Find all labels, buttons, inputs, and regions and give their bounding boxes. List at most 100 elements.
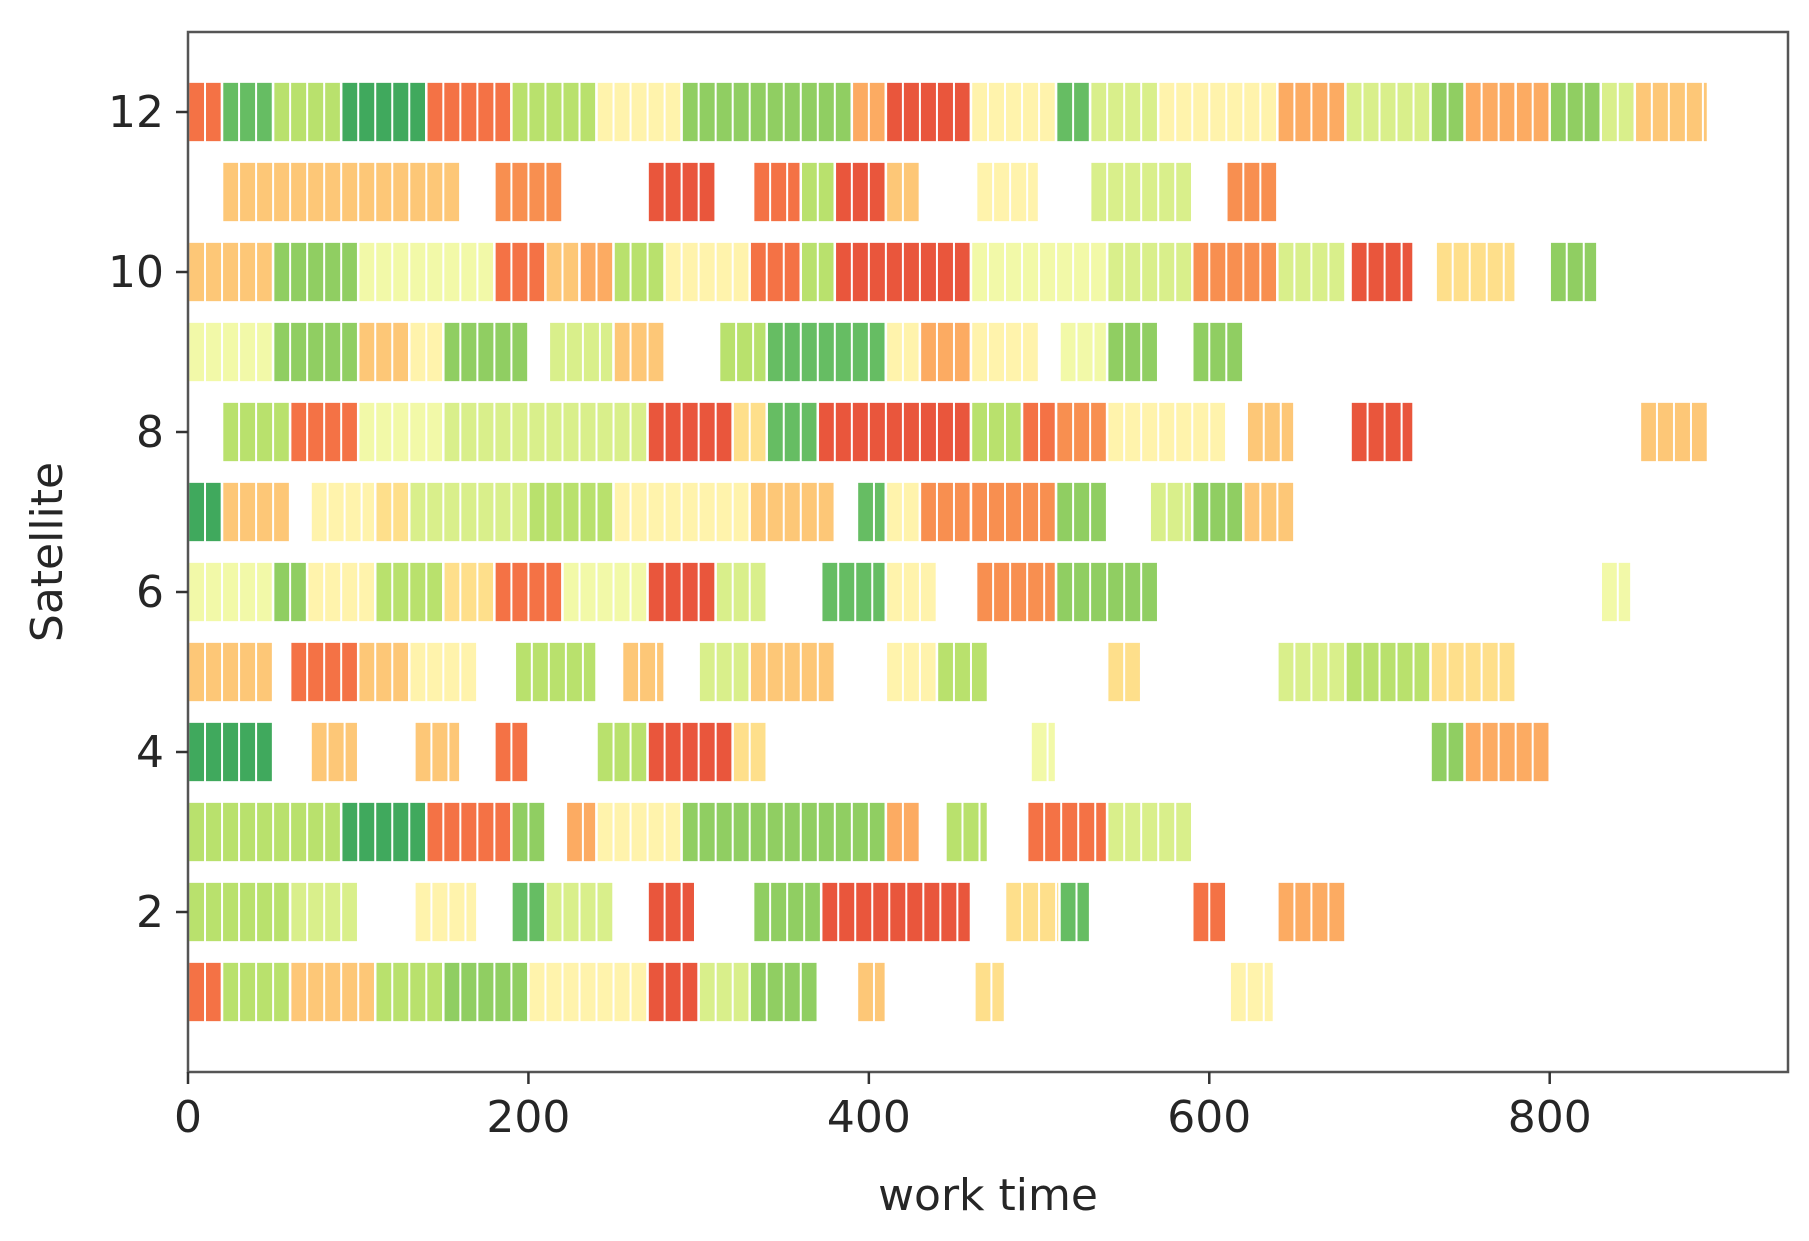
bar-segment <box>1246 401 1295 463</box>
bar-edge <box>748 640 837 704</box>
bar-segment <box>766 321 886 383</box>
bar-segment <box>1192 321 1244 383</box>
bar-segment <box>596 81 682 143</box>
bar-edge <box>544 880 615 944</box>
bar-segment <box>885 561 937 623</box>
bar-segment <box>188 641 274 703</box>
bar-segment <box>1158 81 1278 143</box>
y-tick-label: 12 <box>108 87 164 138</box>
bar-segment <box>885 81 971 143</box>
satellite-row-2 <box>186 880 1347 944</box>
bar-edge <box>1029 720 1058 784</box>
bar-edge <box>510 800 547 864</box>
bar-segment <box>1107 241 1193 303</box>
bar-edge <box>1228 960 1276 1024</box>
bar-segment <box>1464 721 1550 783</box>
y-axis-label: Satellite <box>22 462 73 642</box>
bar-edge <box>1225 160 1279 224</box>
bar-segment <box>426 81 512 143</box>
bar-edge <box>1276 880 1347 944</box>
bar-segment <box>970 481 1057 543</box>
bar-edge <box>819 880 973 944</box>
bar-edge <box>646 160 717 224</box>
bar-edge <box>1245 400 1296 464</box>
bar-edge <box>493 720 530 784</box>
bar-segment <box>596 801 682 863</box>
satellite-row-6 <box>186 560 1633 624</box>
bar-segment <box>719 321 767 383</box>
bar-segment <box>443 961 529 1023</box>
satellite-row-11 <box>220 160 1279 224</box>
bar-segment <box>698 641 750 703</box>
bar-segment <box>766 401 818 463</box>
bar-edge <box>973 960 1007 1024</box>
satellite-row-10 <box>186 240 1599 304</box>
bar-edge <box>1349 400 1415 464</box>
y-tick-label: 10 <box>108 247 164 298</box>
bar-edge <box>413 720 462 784</box>
bar-segment <box>188 321 274 383</box>
x-axis-label: work time <box>878 1170 1098 1221</box>
bar-segment <box>358 641 410 703</box>
bar-segment <box>856 961 886 1023</box>
bar-segment <box>1226 161 1278 223</box>
plot-frame <box>186 30 1790 1074</box>
bar-segment <box>856 481 886 543</box>
bar-segment <box>834 161 886 223</box>
bar-segment <box>1549 241 1598 303</box>
bar-segment <box>310 481 376 543</box>
bar-edge <box>1429 640 1517 704</box>
bar-edge <box>646 880 697 944</box>
bar-edge <box>1105 640 1143 704</box>
satellite-row-9 <box>186 320 1245 384</box>
bar-edge <box>1463 720 1551 784</box>
bar-segment <box>613 241 665 303</box>
bar-segment <box>715 561 767 623</box>
bar-segment <box>1027 801 1108 863</box>
bar-segment <box>494 241 546 303</box>
bar-edge <box>884 800 922 864</box>
bar-segment <box>749 481 835 543</box>
bar-segment <box>1059 321 1108 383</box>
bar-edge <box>1434 240 1517 304</box>
bar-edge <box>748 960 820 1024</box>
bar-segment <box>1107 401 1227 463</box>
y-axis: 2 4 6 8 10 12 <box>108 87 188 938</box>
bar-segment <box>188 561 274 623</box>
bar-segment <box>514 641 597 703</box>
bar-edge <box>620 640 666 704</box>
bar-segment <box>188 241 274 303</box>
bar-edge <box>513 640 598 704</box>
bar-segment <box>1464 81 1516 143</box>
bar-edge <box>1599 560 1633 624</box>
bar-edge <box>855 960 888 1024</box>
bar-edge <box>1054 480 1109 544</box>
bar-edge <box>884 560 939 624</box>
bar-edge <box>612 320 666 384</box>
bar-segment <box>753 161 801 223</box>
bar-edge <box>944 800 990 864</box>
bar-edge <box>1191 320 1245 384</box>
bar-edge <box>1638 400 1710 464</box>
bar-segment <box>1192 481 1244 543</box>
x-tick-label: 0 <box>174 1092 202 1143</box>
bar-segment <box>414 721 461 783</box>
bar-segment <box>443 561 495 623</box>
bar-segment <box>565 801 597 863</box>
bar-segment <box>919 321 971 383</box>
bar-segment <box>1107 321 1159 383</box>
y-tick-label: 8 <box>136 407 164 458</box>
bar-segment <box>222 81 274 143</box>
satellite-row-4 <box>186 720 1551 784</box>
bar-edge <box>220 480 292 544</box>
bar-edge <box>1105 800 1194 864</box>
bar-segment <box>885 641 937 703</box>
bar-segment <box>188 721 274 783</box>
x-tick-label: 200 <box>486 1092 570 1143</box>
x-axis: 0 200 400 600 800 <box>174 1072 1592 1143</box>
satellite-row-1 <box>186 960 1276 1024</box>
bar-segment <box>647 401 733 463</box>
bar-edge <box>935 640 990 704</box>
